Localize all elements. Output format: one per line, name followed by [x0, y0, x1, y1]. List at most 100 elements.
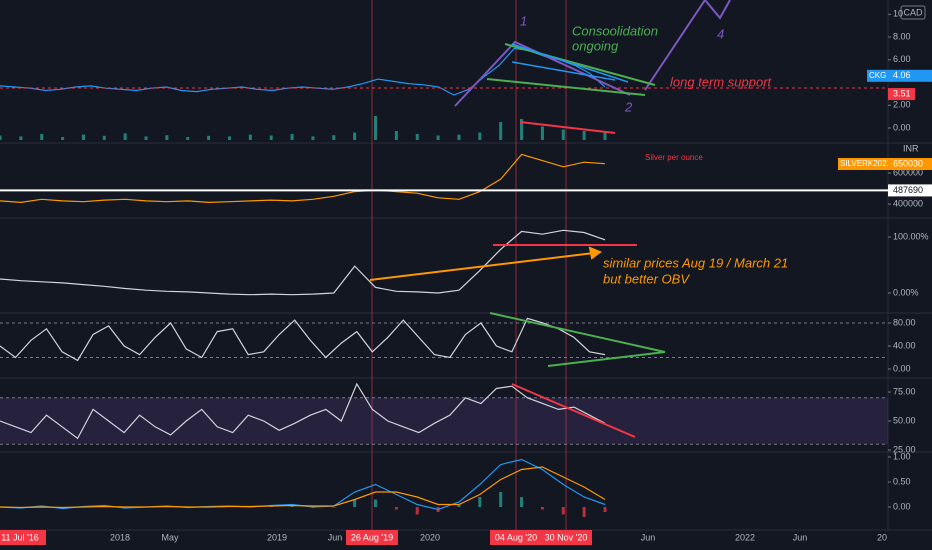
- bar: [144, 136, 148, 140]
- bar: [81, 134, 85, 140]
- bar: [499, 122, 503, 140]
- date-badge: [490, 530, 542, 545]
- bar: [40, 134, 44, 140]
- bar: [478, 132, 482, 140]
- y-tick-label: 8.00: [893, 31, 911, 41]
- bar: [415, 134, 419, 140]
- series-line: [0, 47, 606, 96]
- price-badge: [888, 158, 932, 170]
- bar: [19, 136, 23, 140]
- drawings: [0, 0, 888, 438]
- bar: [520, 119, 524, 140]
- y-tick-label: 1.00: [893, 451, 911, 461]
- y-tick-label: 0.00: [893, 122, 911, 132]
- y-tick-label: 10: [893, 9, 903, 19]
- x-tick-label: Jun: [328, 532, 343, 542]
- annotation: long term support: [670, 74, 773, 89]
- currency: CAD: [903, 7, 923, 17]
- y-tick-label: 100.00%: [893, 231, 929, 241]
- bar: [290, 134, 294, 140]
- x-tick-label: 20: [877, 532, 887, 542]
- y-tick-label: 75.00: [893, 386, 916, 396]
- symbol-label: SILVERK2021: [840, 159, 892, 168]
- date-badge: [346, 530, 398, 545]
- date-badge: [0, 530, 46, 545]
- bar: [436, 135, 440, 140]
- symbol-badge: [838, 158, 888, 170]
- x-tick-label: 30 Nov '20: [545, 532, 588, 542]
- x-tick-label: 04 Aug '20: [495, 532, 537, 542]
- bar: [478, 497, 482, 507]
- bar: [457, 504, 461, 507]
- currency-box[interactable]: [900, 5, 926, 20]
- symbol-label: CKG: [869, 71, 886, 80]
- x-tick-label: 2022: [735, 532, 755, 542]
- bar: [499, 492, 503, 507]
- bar: [269, 506, 273, 507]
- wave-label: 2: [624, 99, 633, 114]
- y-tick-label: 2.00: [893, 100, 911, 110]
- bar: [227, 136, 231, 140]
- bar: [603, 507, 607, 512]
- bar: [561, 507, 565, 515]
- series-line: [0, 153, 606, 204]
- bar: [248, 134, 252, 140]
- y-tick-label: 6.00: [893, 54, 911, 64]
- bar: [540, 126, 544, 140]
- price-badge: [888, 69, 932, 82]
- bar: [582, 507, 586, 517]
- price-label: 3.51: [893, 88, 911, 98]
- bar: [269, 135, 273, 140]
- bar: [0, 135, 2, 140]
- bar: [457, 134, 461, 140]
- series-line: [0, 317, 606, 362]
- y-tick-label: 600000: [893, 167, 923, 177]
- bar: [290, 506, 294, 507]
- bar: [561, 129, 565, 140]
- bar: [540, 507, 544, 510]
- x-tick-label: 2018: [110, 532, 130, 542]
- bar: [207, 135, 211, 140]
- annotation: Silver per ounce: [645, 153, 703, 162]
- price-badge: [888, 184, 932, 197]
- bar: [311, 136, 315, 140]
- y-tick-label: 0.00%: [893, 287, 919, 297]
- y-tick-label: 80.00: [893, 317, 916, 327]
- x-tick-label: Jun: [793, 532, 808, 542]
- price-label: 487690: [893, 185, 923, 195]
- bar: [520, 497, 524, 507]
- y-tick-label: 0.00: [893, 501, 911, 511]
- series-line: [0, 229, 606, 296]
- bar: [102, 135, 106, 140]
- unit: INR: [903, 143, 919, 153]
- marks: [0, 47, 888, 517]
- bar: [394, 507, 398, 510]
- bar: [353, 132, 357, 140]
- x-tick-label: 2020: [420, 532, 440, 542]
- bar: [353, 499, 357, 507]
- x-tick-label: 11 Jul '16: [1, 532, 39, 542]
- annotation: similar prices Aug 19 / March 21: [603, 255, 788, 270]
- bar: [165, 135, 169, 140]
- x-tick-label: Jun: [641, 532, 656, 542]
- bar: [374, 499, 378, 507]
- bar: [123, 133, 127, 140]
- symbol-badge: [867, 69, 888, 82]
- y-tick-label: 50.00: [893, 415, 916, 425]
- x-tick-label: May: [161, 532, 179, 542]
- x-tick-label: 2019: [267, 532, 287, 542]
- y-tick-label: 25.00: [893, 444, 916, 454]
- price-label: 4.06: [893, 70, 911, 80]
- wave-label: 4: [717, 26, 724, 41]
- annotation: ongoing: [572, 38, 619, 53]
- band: [0, 397, 888, 445]
- bar: [186, 137, 190, 140]
- wave-label: 1: [520, 13, 527, 28]
- y-tick-label: 0.50: [893, 476, 911, 486]
- bar: [394, 131, 398, 140]
- y-tick-label: 400000: [893, 198, 923, 208]
- bar: [332, 135, 336, 140]
- bar: [603, 132, 607, 140]
